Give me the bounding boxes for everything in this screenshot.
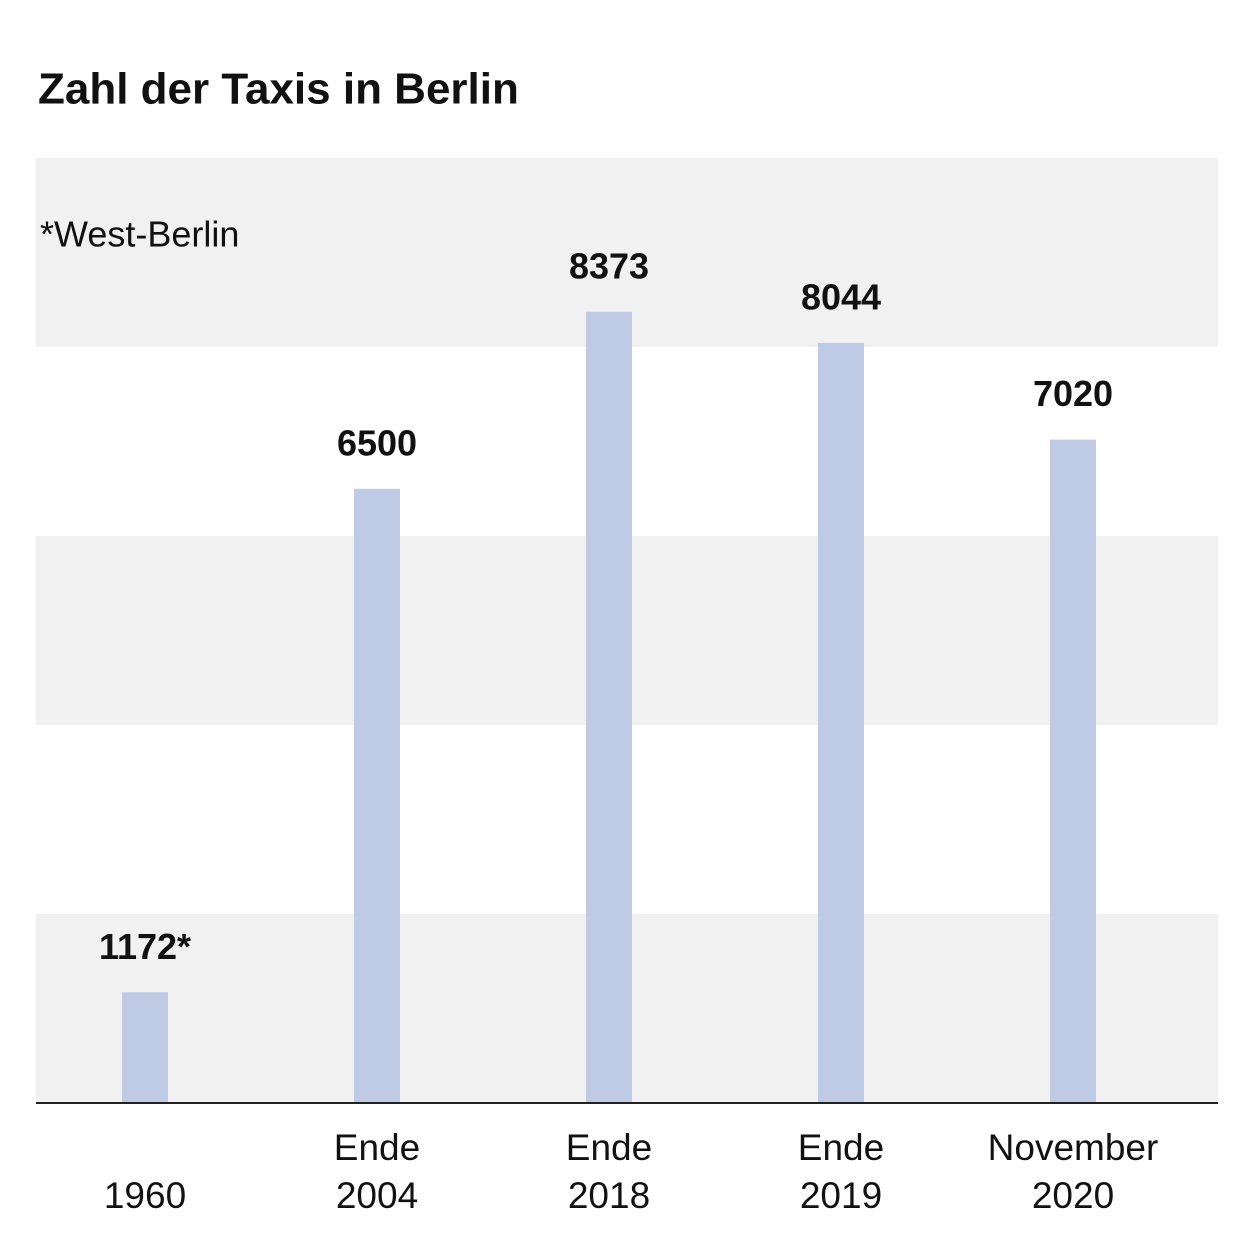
bar	[818, 342, 864, 1103]
bar	[122, 992, 168, 1103]
value-label: 7020	[1033, 373, 1113, 414]
x-tick-label: 1960	[104, 1175, 186, 1216]
x-tick-label: Ende 2018	[566, 1127, 652, 1216]
x-tick-label: November 2020	[988, 1127, 1159, 1216]
value-label: 6500	[337, 422, 417, 463]
bar	[586, 311, 632, 1104]
chart-title: Zahl der Taxis in Berlin	[38, 65, 519, 114]
bar	[1050, 439, 1096, 1103]
value-label: 8044	[801, 276, 881, 317]
value-label: 8373	[569, 245, 649, 286]
x-tick-label: Ende 2019	[798, 1127, 884, 1216]
annotation: *West-Berlin	[40, 214, 239, 255]
bar	[354, 488, 400, 1103]
value-label: 1172*	[99, 926, 191, 967]
x-tick-label: Ende 2004	[334, 1127, 420, 1216]
